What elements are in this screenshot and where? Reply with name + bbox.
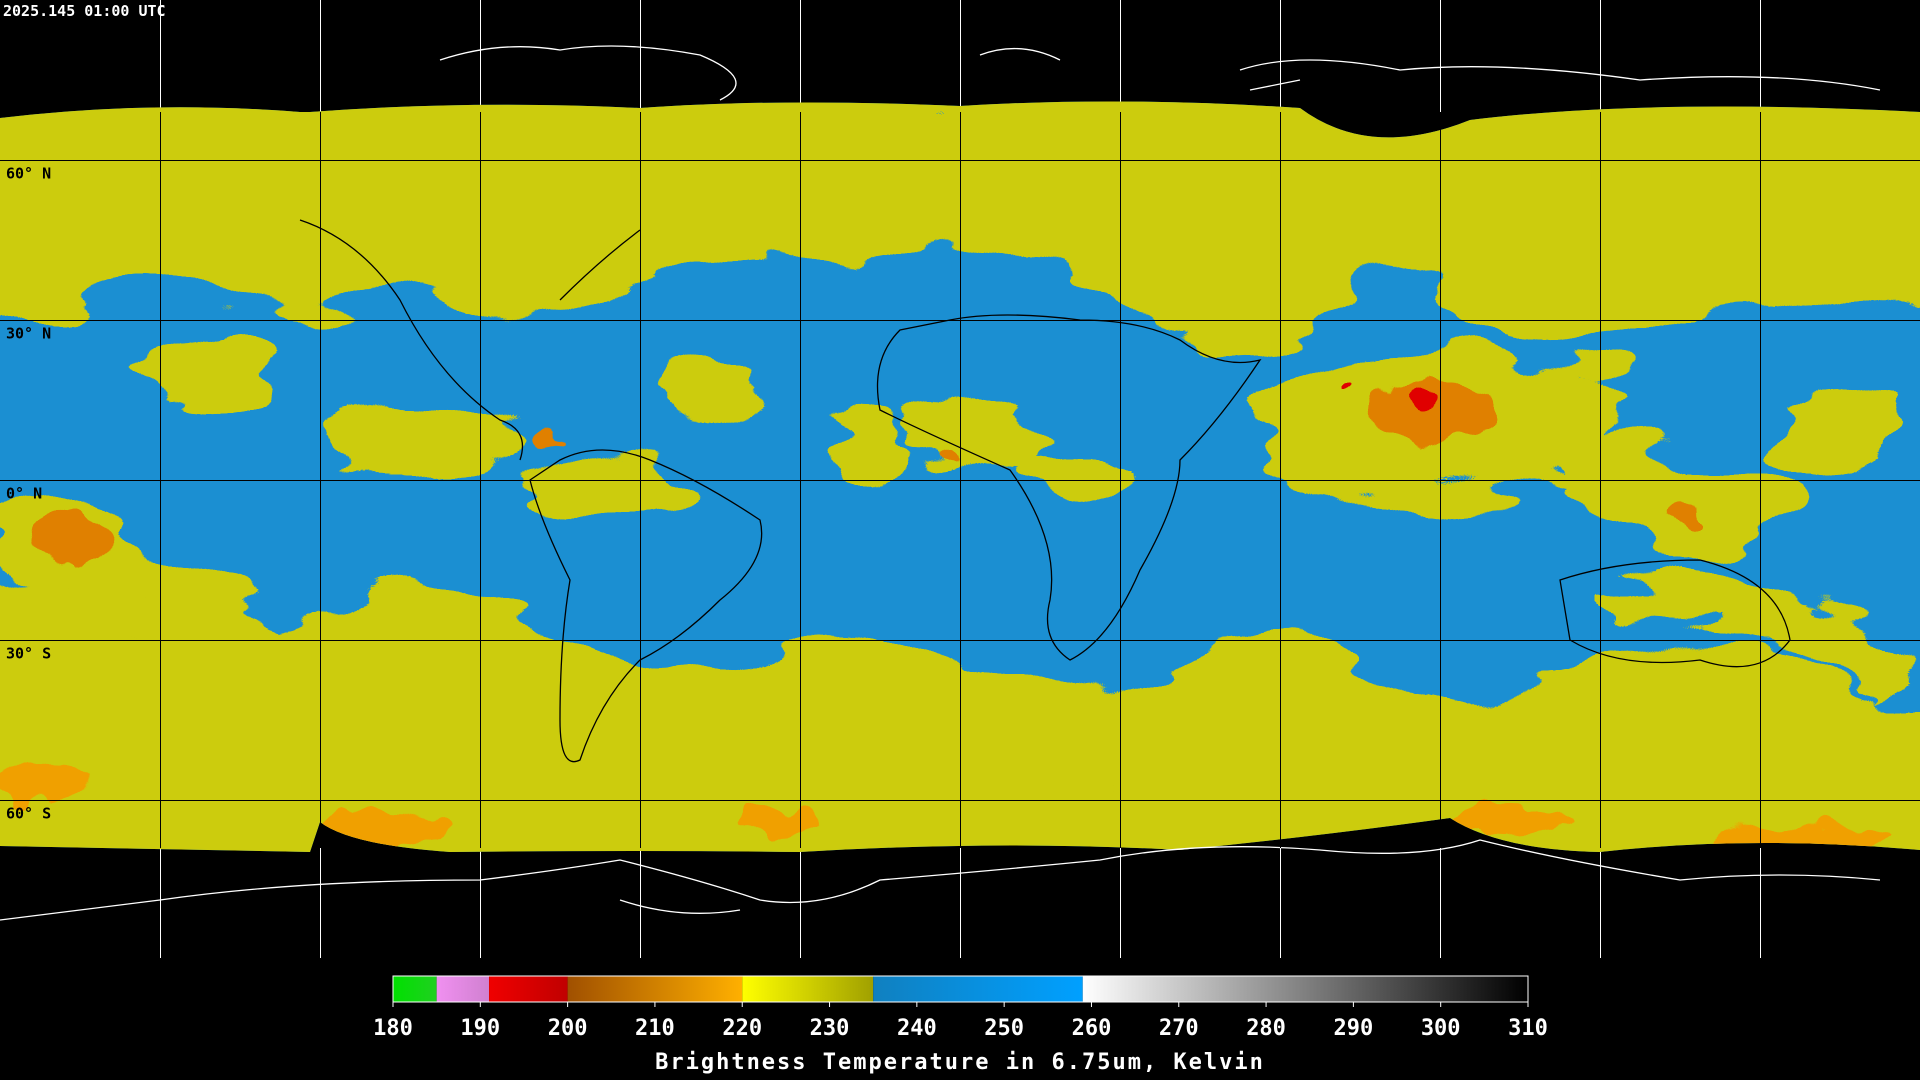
colorbar-tick-label: 210 (635, 1016, 675, 1041)
colorbar-tick-label: 280 (1246, 1016, 1286, 1041)
grid-black (0, 112, 1920, 848)
timestamp: 2025.145 01:00 UTC (3, 2, 166, 20)
latitude-labels: 60° N 30° N 0° N 30° S 60° S (6, 165, 51, 823)
colorbar-band (489, 976, 568, 1002)
colorbar-tick-label: 270 (1159, 1016, 1199, 1041)
colorbar-tick-label: 250 (984, 1016, 1024, 1041)
colorbar-tick-label: 220 (722, 1016, 762, 1041)
colorbar-band (1082, 976, 1528, 1002)
colorbar: 180 190 200 210 220 230 240 250 260 270 280 290 300 3… (373, 975, 1548, 1041)
latitude-label: 60° S (6, 805, 51, 823)
colorbar-band (742, 976, 874, 1002)
colorbar-band (873, 976, 1083, 1002)
colorbar-tick-label: 310 (1508, 1016, 1548, 1041)
latitude-label: 0° N (6, 485, 42, 503)
colorbar-tick-label: 230 (810, 1016, 850, 1041)
colorbar-label: Brightness Temperature in 6.75um, Kelvin (655, 1050, 1265, 1075)
colorbar-tick-label: 200 (548, 1016, 588, 1041)
latitude-label: 30° S (6, 645, 51, 663)
colorbar-tick-label: 260 (1072, 1016, 1112, 1041)
colorbar-band (436, 976, 490, 1002)
colorbar-tick-label: 190 (460, 1016, 500, 1041)
colorbar-tick-label: 290 (1334, 1016, 1374, 1041)
colorbar-band (393, 976, 437, 1002)
colorbar-tick-label: 300 (1421, 1016, 1461, 1041)
colorbar-tick-label: 180 (373, 1016, 413, 1041)
latitude-label: 30° N (6, 325, 51, 343)
colorbar-tick-label: 240 (897, 1016, 937, 1041)
colorbar-frame (392, 975, 1529, 1003)
colorbar-band (567, 976, 743, 1002)
latitude-label: 60° N (6, 165, 51, 183)
